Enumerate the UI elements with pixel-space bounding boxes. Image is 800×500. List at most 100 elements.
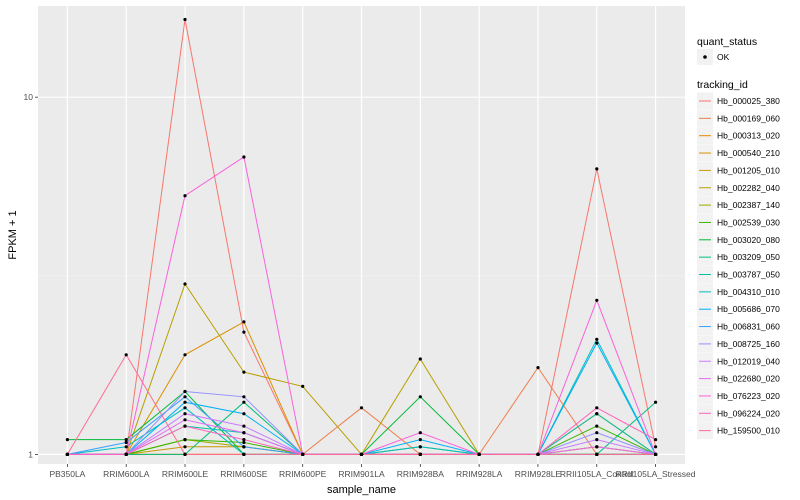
data-point	[242, 400, 246, 404]
data-point	[301, 452, 305, 456]
x-tick-label: PB350LA	[49, 469, 85, 479]
plot-panel	[38, 6, 685, 464]
legend-series-label: Hb_000540_210	[717, 148, 780, 158]
legend-color-entries: Hb_000025_380 Hb_000169_060 Hb_000313_020 H…	[697, 92, 780, 440]
legend: quant_status OK tracking_id Hb_000025_38…	[697, 36, 780, 440]
legend-series-label: Hb_006831_060	[717, 322, 780, 332]
x-tick-label: RRIM928LE	[515, 469, 562, 479]
data-point	[124, 440, 128, 445]
data-point	[418, 431, 422, 435]
data-point	[418, 395, 422, 399]
data-point	[242, 424, 246, 428]
data-point	[595, 412, 599, 416]
x-tick-label: RRIM600LE	[162, 469, 209, 479]
data-point	[183, 400, 187, 404]
legend-series-label: Hb_004310_010	[717, 287, 780, 297]
legend-series-label: Hb_076223_020	[717, 391, 780, 401]
data-point	[183, 406, 187, 410]
legend-point-swatch	[703, 55, 707, 59]
data-point	[242, 438, 246, 442]
data-point	[183, 389, 187, 394]
legend-series-label: Hb_002539_030	[717, 217, 780, 227]
data-point	[183, 418, 187, 422]
y-tick-label: 1	[28, 449, 33, 459]
x-tick-label: RRIM928LA	[456, 469, 503, 479]
x-tick-label: RRII105LA_Control	[560, 469, 634, 479]
data-point	[418, 357, 422, 361]
data-point	[183, 412, 187, 416]
legend-series-label: Hb_000169_060	[717, 113, 780, 123]
data-point	[418, 452, 422, 456]
legend-point-entries: OK	[697, 49, 730, 65]
data-point	[242, 445, 246, 449]
data-point	[418, 438, 422, 442]
legend-series-label: Hb_000025_380	[717, 96, 780, 106]
data-point	[418, 445, 422, 449]
data-point	[183, 17, 187, 22]
data-point	[595, 431, 599, 435]
data-point	[359, 406, 364, 410]
data-point	[242, 320, 246, 324]
x-tick-label: RRIM600LA	[103, 469, 150, 479]
data-point	[242, 395, 246, 399]
legend-series-label: Hb_000313_020	[717, 131, 780, 141]
data-point	[477, 452, 481, 456]
data-point	[536, 366, 540, 370]
legend-series-label: Hb_005686_070	[717, 304, 780, 314]
x-tick-label: RRIM901LA	[338, 469, 385, 479]
data-point	[242, 370, 246, 374]
legend-series-label: Hb_159500_010	[717, 426, 780, 436]
data-point	[183, 438, 187, 442]
data-point	[183, 282, 187, 286]
data-point	[595, 337, 599, 341]
data-point	[183, 452, 187, 456]
x-tick-label: RRIM600PE	[279, 469, 327, 479]
data-point	[183, 424, 187, 428]
legend-point-label: OK	[717, 52, 730, 62]
legend-series-label: Hb_003209_050	[717, 252, 780, 262]
legend-title-tracking-id: tracking_id	[697, 79, 748, 91]
data-point	[183, 353, 187, 357]
data-point	[242, 440, 246, 445]
x-tick-label: RRII105LA_Stressed	[616, 469, 696, 479]
data-point	[124, 452, 128, 456]
data-point	[595, 452, 599, 456]
data-point	[124, 438, 128, 442]
data-point	[595, 406, 599, 410]
data-point	[183, 395, 187, 399]
data-point	[654, 452, 658, 456]
x-axis-title: sample_name	[327, 484, 396, 496]
data-point	[242, 431, 246, 435]
data-point	[654, 438, 658, 442]
data-point	[654, 445, 658, 449]
data-point	[242, 452, 246, 456]
data-point	[595, 341, 599, 345]
data-point	[242, 330, 246, 334]
data-point	[124, 353, 128, 357]
data-point	[301, 384, 305, 388]
data-point	[595, 424, 599, 428]
y-tick-label: 10	[24, 92, 34, 102]
data-points	[65, 17, 658, 456]
data-point	[65, 438, 69, 442]
legend-series-label: Hb_022680_020	[717, 374, 780, 384]
legend-series-label: Hb_002387_140	[717, 200, 780, 210]
data-point	[359, 452, 364, 456]
data-point	[595, 438, 599, 442]
data-point	[242, 155, 246, 159]
y-axis-title: FPKM + 1	[7, 210, 19, 259]
data-point	[595, 167, 599, 171]
y-axis: 1 10	[24, 92, 38, 459]
legend-series-label: Hb_003020_080	[717, 235, 780, 245]
x-tick-label: RRIM928BA	[397, 469, 445, 479]
x-tick-label: RRIM600SE	[220, 469, 268, 479]
data-point	[595, 298, 599, 302]
legend-series-label: Hb_096224_020	[717, 408, 780, 418]
data-point	[242, 412, 246, 416]
legend-series-label: Hb_008725_160	[717, 339, 780, 349]
data-point	[595, 445, 599, 449]
data-point	[65, 452, 69, 456]
data-point	[183, 194, 187, 198]
legend-series-label: Hb_012019_040	[717, 356, 780, 366]
data-point	[536, 452, 540, 456]
